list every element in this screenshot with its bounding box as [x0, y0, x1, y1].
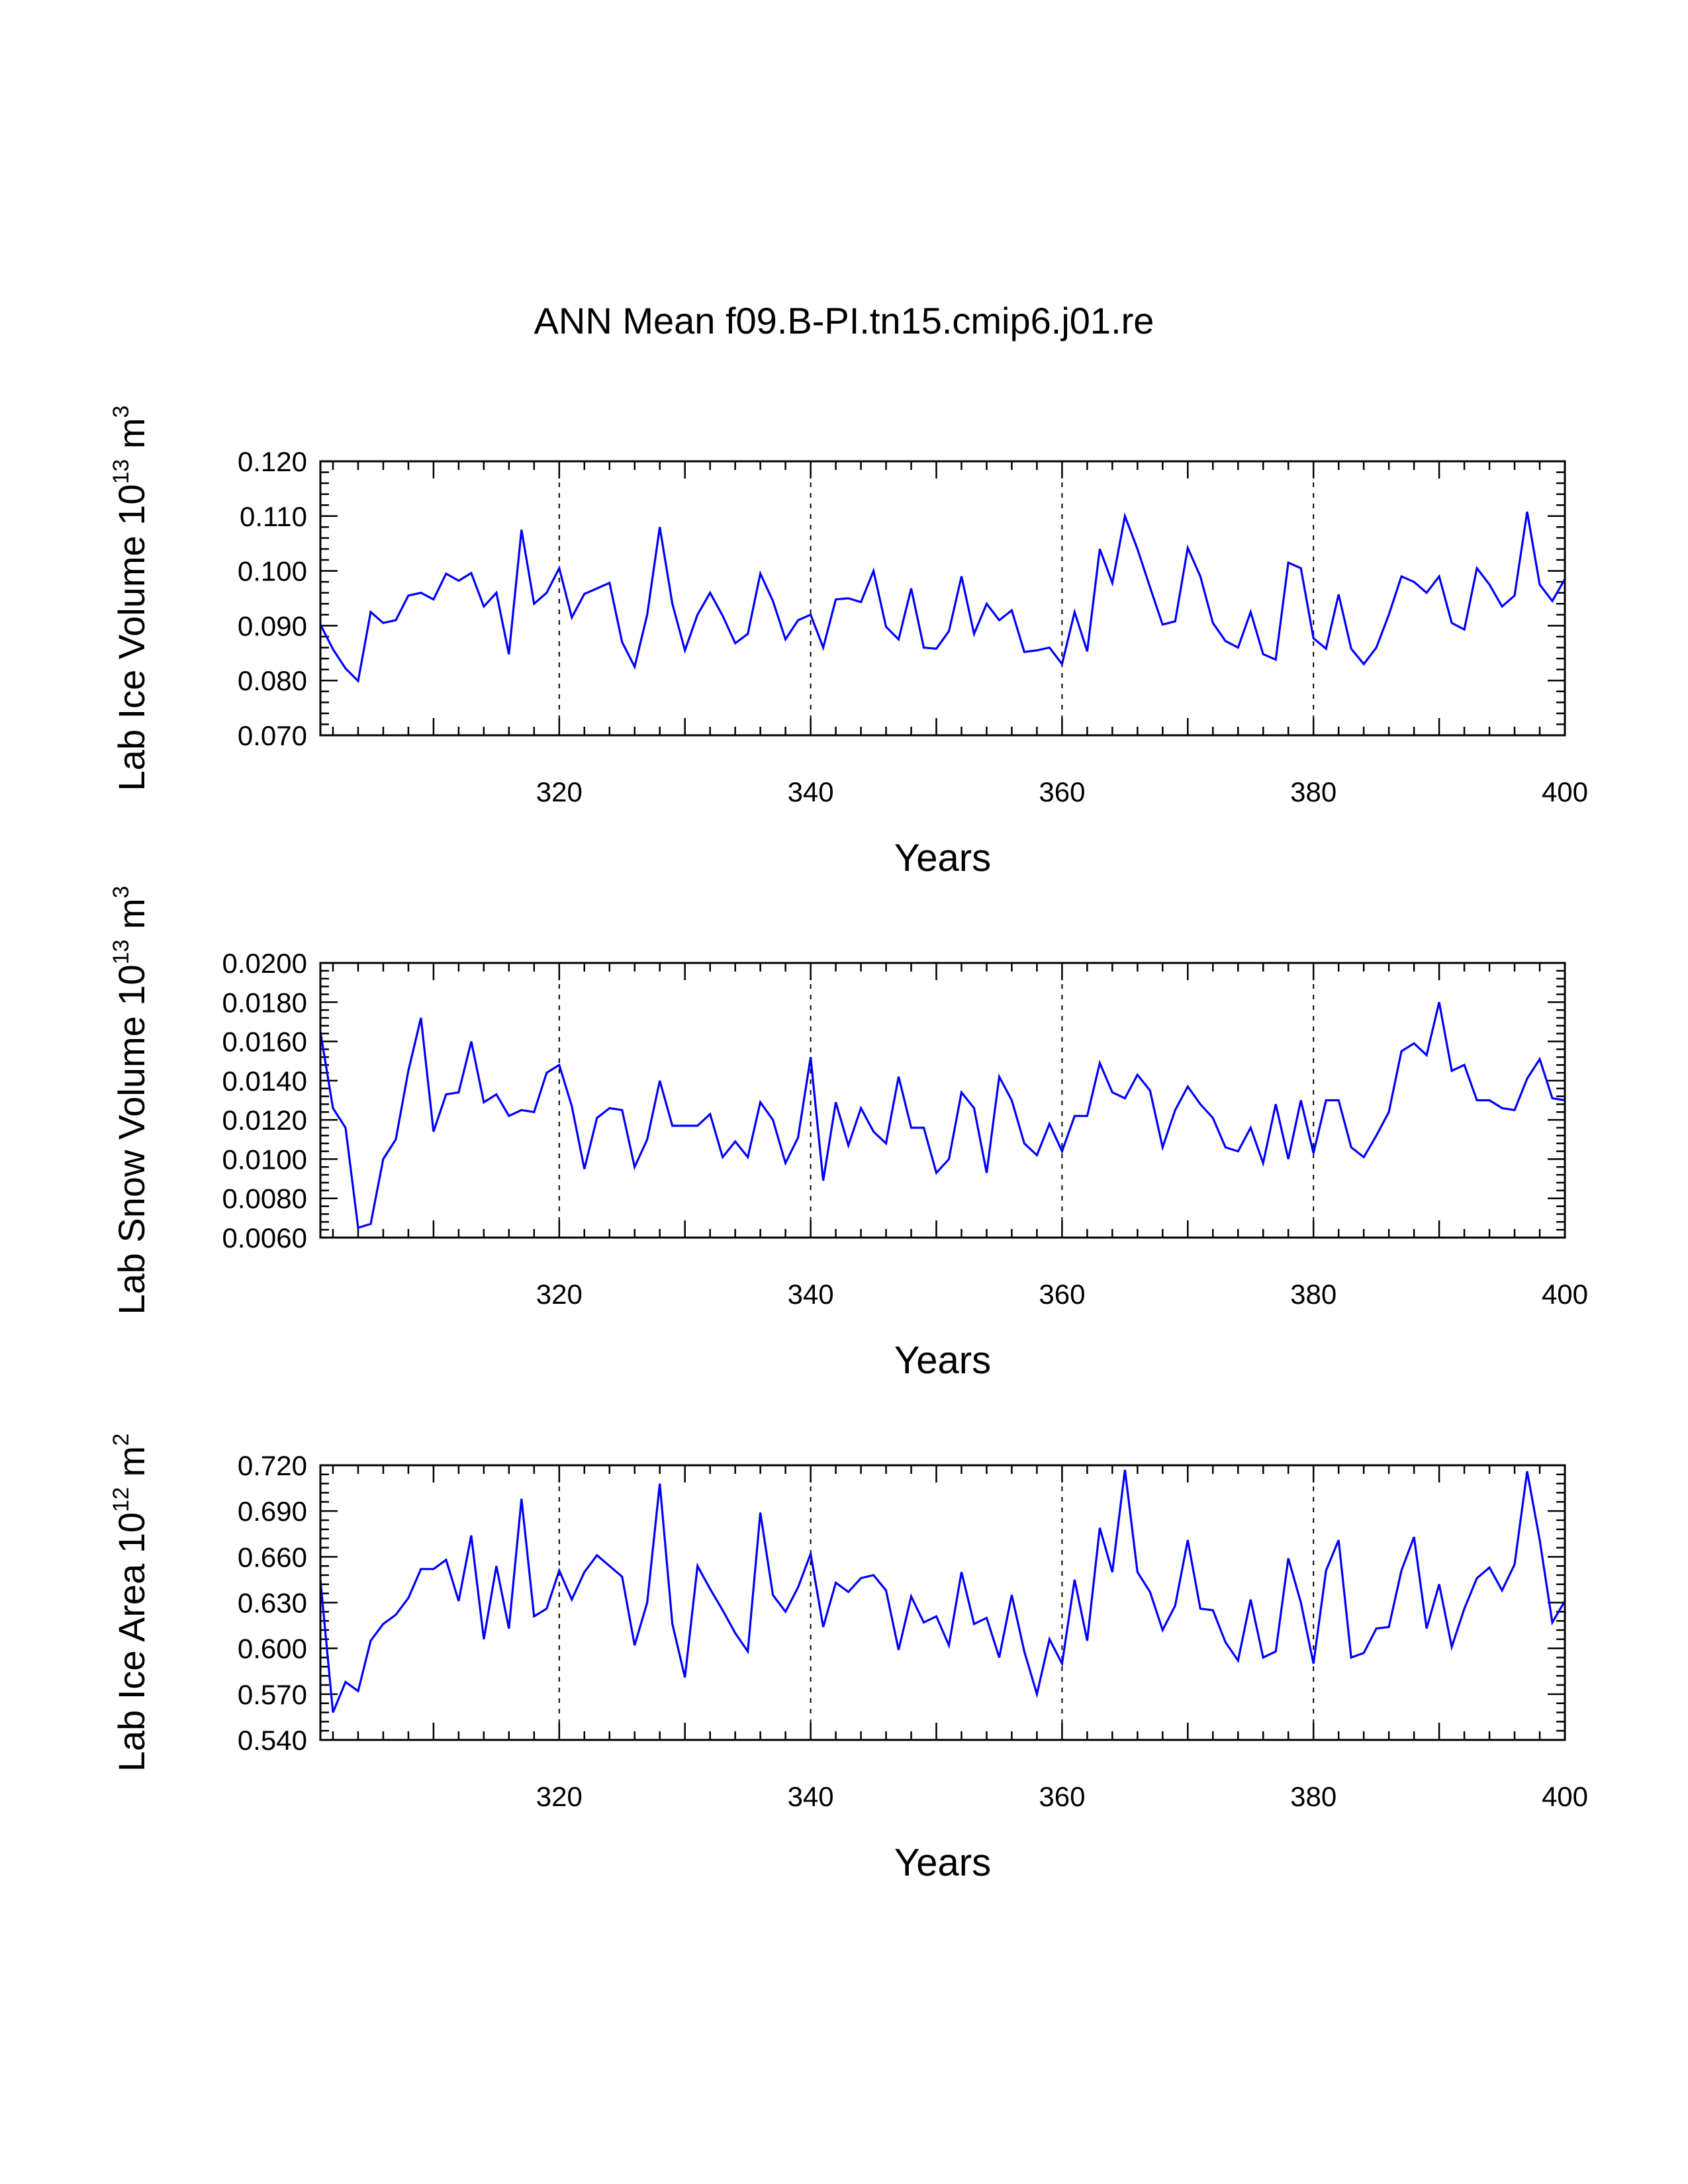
x-tick-label: 380: [1290, 1781, 1336, 1812]
x-axis-label: Years: [894, 1841, 991, 1884]
x-tick-label: 400: [1542, 1279, 1588, 1310]
y-tick-label: 0.570: [238, 1679, 307, 1710]
y-tick-label: 0.720: [238, 1450, 307, 1481]
x-tick-label: 340: [788, 1781, 834, 1812]
x-tick-label: 380: [1290, 776, 1336, 807]
y-tick-label: 0.0120: [222, 1105, 307, 1136]
y-axis-label: Lab Ice Volume 1013 m3: [109, 406, 152, 792]
x-axis-label: Years: [894, 837, 991, 880]
y-tick-label: 0.630: [238, 1588, 307, 1619]
x-tick-label: 380: [1290, 1279, 1336, 1310]
x-tick-label: 400: [1542, 1781, 1588, 1812]
x-tick-label: 360: [1039, 1279, 1085, 1310]
x-tick-label: 340: [788, 1279, 834, 1310]
x-tick-label: 360: [1039, 776, 1085, 807]
y-tick-label: 0.0160: [222, 1026, 307, 1058]
x-tick-label: 340: [788, 776, 834, 807]
y-tick-label: 0.0060: [222, 1222, 307, 1253]
ice-area-panel: 0.540 0.570 0.600 0.630 0.660 0.690 0.720 320 34…: [109, 1433, 1588, 1884]
y-tick-label: 0.690: [238, 1496, 307, 1527]
y-tick-label: 0.0200: [222, 948, 307, 979]
y-tick-label: 0.540: [238, 1725, 307, 1756]
x-axis-label: Years: [894, 1339, 991, 1382]
x-tick-label: 320: [536, 776, 583, 807]
series-line: [319, 511, 1566, 684]
plot-frame: [319, 460, 1566, 737]
figure-title: ANN Mean f09.B-PI.tn15.cmip6.j01.re: [534, 300, 1154, 341]
y-tick-label: 0.660: [238, 1541, 307, 1572]
plot-frame: [319, 962, 1566, 1239]
y-tick-label: 0.0140: [222, 1066, 307, 1097]
x-tick-label: 320: [536, 1781, 583, 1812]
ice-volume-panel: 0.070 0.080 0.090 0.100 0.110 0.120 320 340 360 3…: [109, 406, 1588, 880]
series-line: [319, 1001, 1566, 1230]
plot-frame: [319, 1464, 1566, 1741]
x-tick-label: 320: [536, 1279, 583, 1310]
y-tick-label: 0.080: [238, 665, 307, 696]
y-tick-label: 0.0180: [222, 987, 307, 1018]
y-tick-label: 0.0100: [222, 1144, 307, 1175]
y-axis-label: Lab Ice Area 1012 m2: [109, 1433, 152, 1772]
y-tick-label: 0.120: [238, 446, 307, 477]
y-tick-label: 0.0080: [222, 1183, 307, 1214]
y-tick-label: 0.070: [238, 720, 307, 751]
y-tick-label: 0.110: [240, 501, 307, 532]
y-tick-label: 0.090: [238, 610, 307, 641]
x-tick-label: 400: [1542, 776, 1588, 807]
y-tick-label: 0.600: [238, 1633, 307, 1664]
snow-volume-panel: 0.0060 0.0080 0.0100 0.0120 0.0140 0.0160 0.01…: [109, 886, 1588, 1382]
y-tick-label: 0.100: [238, 556, 307, 587]
y-axis-label: Lab Snow Volume 1013 m3: [109, 886, 152, 1314]
x-tick-label: 360: [1039, 1781, 1085, 1812]
series-line: [319, 1469, 1566, 1713]
